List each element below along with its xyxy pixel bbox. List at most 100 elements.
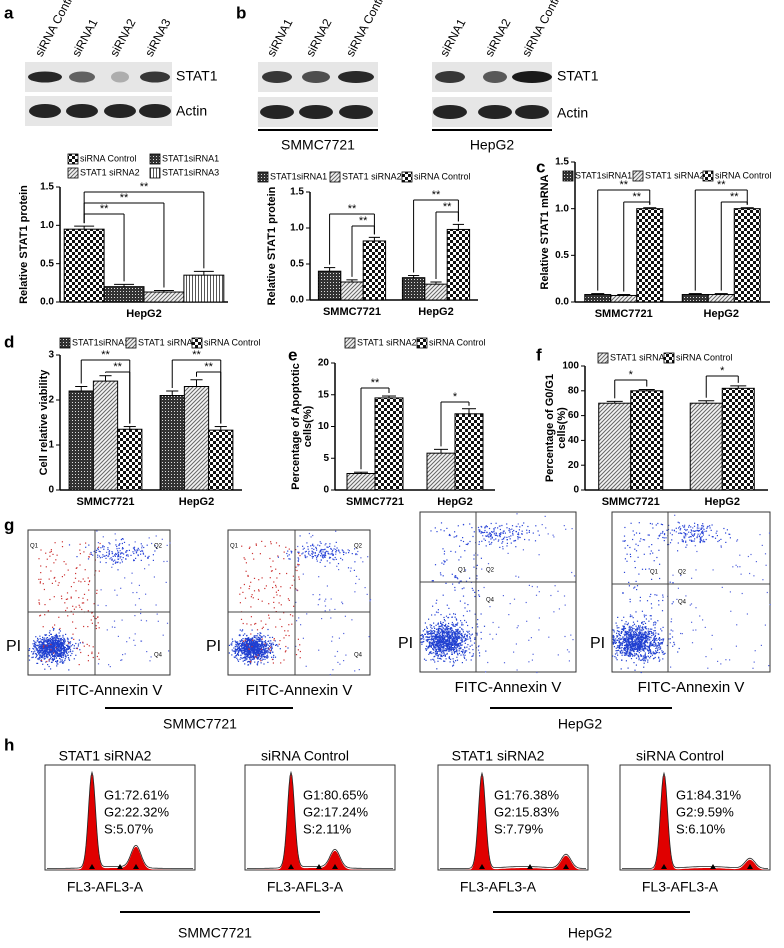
dot xyxy=(28,655,30,657)
dot xyxy=(147,557,149,559)
dot xyxy=(618,627,620,629)
dot xyxy=(278,602,280,604)
dot xyxy=(440,650,442,652)
dot xyxy=(638,632,640,634)
dot xyxy=(612,641,614,643)
dot xyxy=(43,648,45,650)
dot xyxy=(44,652,46,655)
dot xyxy=(262,652,264,654)
dot xyxy=(623,640,625,642)
dot xyxy=(465,543,467,545)
dot xyxy=(635,664,637,666)
dot xyxy=(299,555,301,557)
band-label: Actin xyxy=(176,103,207,119)
legend-label: STAT1 siRNA2 xyxy=(357,337,417,347)
dot xyxy=(266,650,268,652)
dot xyxy=(330,598,332,600)
dot xyxy=(58,651,61,653)
dot xyxy=(54,655,56,657)
dot xyxy=(643,633,646,635)
dot xyxy=(446,650,448,652)
dot xyxy=(643,660,645,662)
dot xyxy=(288,554,290,556)
dot xyxy=(304,554,306,556)
dot xyxy=(436,654,438,656)
dot xyxy=(88,581,90,583)
dot xyxy=(624,641,626,644)
dot xyxy=(616,635,618,637)
dot xyxy=(235,655,238,657)
dot xyxy=(322,551,324,553)
dot xyxy=(480,638,482,640)
dot xyxy=(253,657,255,659)
dot xyxy=(251,647,253,649)
dot xyxy=(439,643,441,645)
dot xyxy=(470,634,472,636)
dot xyxy=(55,580,57,582)
dot xyxy=(331,640,333,642)
dot xyxy=(440,625,442,627)
dot xyxy=(478,543,480,545)
dot xyxy=(253,646,255,648)
dot xyxy=(52,644,54,646)
dot xyxy=(453,613,455,615)
quadrant-label: Q1 xyxy=(458,568,467,574)
dot xyxy=(464,602,466,604)
dot xyxy=(627,635,629,637)
dot xyxy=(283,659,285,661)
dot xyxy=(444,639,446,641)
dot xyxy=(44,646,47,648)
legend-label: STAT1siRNA1 xyxy=(575,170,632,180)
dot xyxy=(59,646,61,648)
dot xyxy=(268,617,270,619)
dot xyxy=(637,642,639,645)
dot xyxy=(103,546,105,548)
dot xyxy=(464,633,466,635)
dot xyxy=(324,605,327,607)
dot xyxy=(480,613,482,615)
dot xyxy=(248,654,250,656)
dot xyxy=(50,638,53,641)
dot xyxy=(640,641,642,643)
dot xyxy=(451,627,453,629)
dot xyxy=(438,641,440,644)
dot xyxy=(253,642,255,644)
dot xyxy=(612,629,614,631)
dot xyxy=(56,640,58,642)
dot xyxy=(441,650,443,652)
dot xyxy=(64,647,66,649)
dot xyxy=(451,621,453,624)
bar xyxy=(68,390,94,491)
dot xyxy=(647,636,649,638)
dot xyxy=(112,560,115,562)
dot xyxy=(250,640,252,642)
dot xyxy=(125,551,127,553)
dot xyxy=(249,660,251,662)
dot xyxy=(260,639,262,641)
dot xyxy=(640,646,642,649)
dot xyxy=(654,630,656,632)
dot xyxy=(472,649,474,651)
dot xyxy=(627,640,629,642)
dot xyxy=(34,645,36,647)
dot xyxy=(102,554,104,556)
dot xyxy=(358,578,360,580)
dot xyxy=(35,656,37,659)
dot xyxy=(433,638,435,640)
dot xyxy=(250,661,252,663)
dot xyxy=(652,639,654,641)
dot xyxy=(263,635,265,637)
dot xyxy=(462,624,464,626)
significance-label: ** xyxy=(192,349,201,361)
dot xyxy=(444,633,446,635)
dot xyxy=(653,639,655,641)
dot xyxy=(446,647,448,649)
dot xyxy=(62,647,64,649)
dot xyxy=(254,646,256,648)
dot xyxy=(261,650,263,652)
dot xyxy=(547,533,549,535)
dot xyxy=(255,640,257,642)
bar xyxy=(630,390,664,491)
dot xyxy=(490,538,492,540)
dot xyxy=(55,639,57,641)
